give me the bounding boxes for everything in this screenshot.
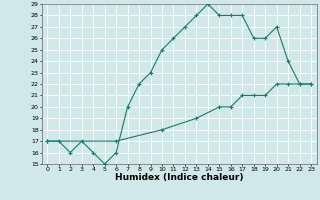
X-axis label: Humidex (Indice chaleur): Humidex (Indice chaleur)	[115, 173, 244, 182]
